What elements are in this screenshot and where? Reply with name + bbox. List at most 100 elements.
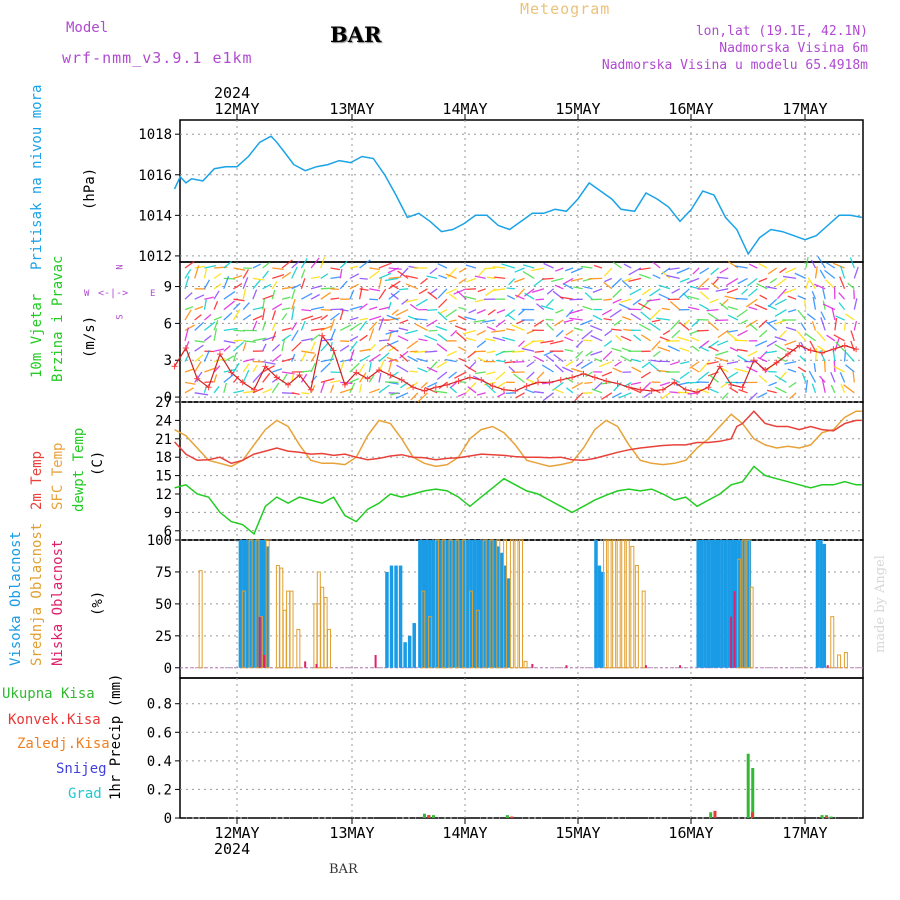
wind-arrow <box>242 302 250 311</box>
high-cloud-bar <box>733 540 738 668</box>
wind-arrow <box>714 356 729 363</box>
wind-arrow <box>523 288 535 297</box>
wind-arrow <box>774 309 787 317</box>
wind-arrow <box>840 383 846 394</box>
low-cloud-bar <box>644 665 647 668</box>
wind-speed-line <box>173 334 857 393</box>
wind-arrow <box>716 276 729 280</box>
wind-arrow <box>804 300 807 310</box>
wind-arrow <box>554 319 564 327</box>
wind-arrow <box>401 298 409 305</box>
mid-cloud-bar <box>749 586 754 669</box>
wind-arrow <box>320 308 333 311</box>
wind-arrow <box>679 371 690 380</box>
wind-arrow <box>388 276 402 280</box>
wind-arrow <box>758 277 768 283</box>
wind-arrow <box>194 321 205 331</box>
wind-arrow <box>555 267 564 272</box>
wind-arrow <box>853 298 858 310</box>
wind-arrow <box>368 343 376 352</box>
wind-arrow <box>386 342 399 352</box>
wind-arrow <box>242 342 247 352</box>
high-cloud-bar <box>252 540 256 668</box>
wind-arrow <box>301 292 313 300</box>
y-tick-label: 0 <box>164 661 172 677</box>
wind-arrow <box>638 323 651 331</box>
wind-arrow <box>223 291 236 300</box>
wind-arrow <box>659 336 671 342</box>
wind-arrow <box>252 315 263 321</box>
wind-arrow <box>418 338 428 342</box>
wind-arrow <box>603 267 613 277</box>
wind-arrow <box>805 379 809 393</box>
wind-arrow <box>501 263 515 269</box>
wind-arrow <box>340 308 349 312</box>
wind-arrow <box>720 381 729 389</box>
wind-arrow <box>797 295 807 300</box>
wind-arrow <box>603 281 613 290</box>
wind-arrow <box>368 270 380 279</box>
wind-arrow <box>369 298 379 301</box>
wind-arrow <box>426 308 438 312</box>
wind-arrow <box>623 328 632 332</box>
wind-arrow <box>845 352 855 363</box>
wind-arrow <box>204 334 212 342</box>
wind-arrow <box>555 309 564 314</box>
wind-arrow <box>424 334 438 342</box>
wind-arrow <box>438 298 448 309</box>
wind-arrow <box>737 329 748 337</box>
mid-cloud-bar <box>489 539 494 669</box>
wind-arrow <box>759 294 768 300</box>
wind-arrow <box>223 345 231 352</box>
top-year-label: 2024 <box>214 84 251 102</box>
wind-arrow <box>414 323 428 331</box>
wind-arrow <box>604 329 613 337</box>
wind-arrow <box>301 350 315 354</box>
high-cloud-bar <box>265 546 270 668</box>
wind-arrow <box>708 374 719 383</box>
wind-arrow <box>426 275 438 280</box>
wind-arrow <box>252 337 267 342</box>
wind-arrow <box>650 309 661 320</box>
wind-arrow <box>233 375 240 383</box>
mid-cloud-bar <box>455 539 460 669</box>
wind-arrow <box>310 353 317 362</box>
wind-arrow <box>467 350 477 359</box>
wind-arrow <box>774 374 787 383</box>
wind-arrow <box>395 392 409 399</box>
wind-arrow <box>774 319 787 325</box>
wind-arrow <box>806 313 816 321</box>
wind-arrow <box>533 355 545 363</box>
wind-arrow <box>436 371 448 381</box>
wind-arrow <box>706 308 719 312</box>
sfc-temp-line <box>174 410 862 468</box>
wind-arrow <box>621 316 632 321</box>
wind-arrow <box>445 288 457 295</box>
wind-arrow <box>310 276 321 280</box>
wind-arrow <box>601 309 613 316</box>
wind-arrow <box>281 371 295 375</box>
wind-arrow <box>736 348 748 352</box>
wind-arrow <box>271 354 282 363</box>
wind-arrow <box>508 365 516 373</box>
wind-arrow <box>667 345 680 352</box>
wind-arrow <box>368 374 375 383</box>
wind-arrow <box>640 334 651 342</box>
wind-arrow <box>329 318 336 331</box>
wind-arrow <box>204 264 217 269</box>
wind-arrow <box>764 350 777 354</box>
high-cloud-bar <box>445 540 449 668</box>
wind-arrow <box>405 283 419 290</box>
wind-arrow <box>715 350 729 356</box>
wind-arrow <box>301 338 313 342</box>
wind-arrow <box>455 331 467 342</box>
wind-arrow <box>767 267 778 275</box>
wind-arrow <box>477 357 486 363</box>
wind-arrow <box>774 336 787 342</box>
wind-arrow <box>465 337 477 342</box>
low-cloud-bar <box>565 665 568 668</box>
wind-arrow <box>252 263 262 269</box>
high-cloud-bar <box>438 540 443 668</box>
mid-cloud-bar <box>641 590 646 669</box>
wind-arrow <box>369 306 378 311</box>
